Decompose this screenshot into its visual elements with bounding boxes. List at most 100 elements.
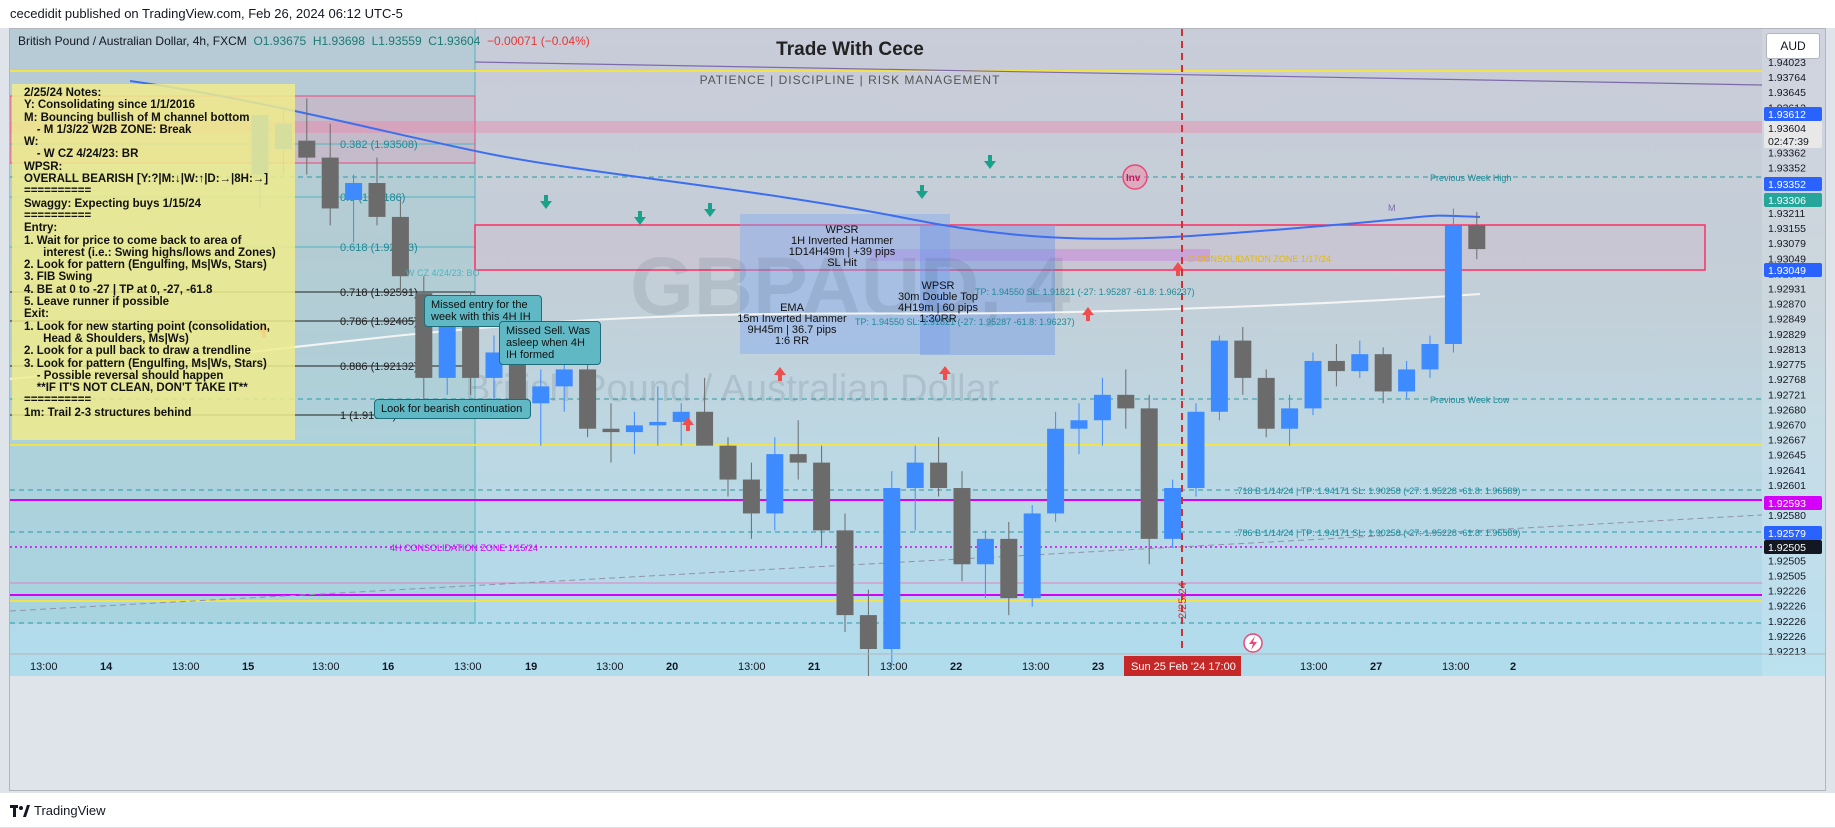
- x-tick-label: 15: [242, 661, 254, 673]
- wpsr1-label: 1H Inverted Hammer: [791, 235, 893, 247]
- price-badge: [1764, 177, 1822, 191]
- callout-missed-entry: Missed entry for the week with this 4H I…: [424, 295, 542, 327]
- candle-body: [1070, 420, 1088, 429]
- wpsr1-label: WPSR: [826, 224, 859, 236]
- candle-body: [532, 386, 550, 404]
- watermark-symbol: GBPAUD, 4: [630, 241, 1071, 332]
- inv-marker-icon: [1122, 164, 1148, 190]
- y-tick-label: 1.92505: [1768, 570, 1806, 582]
- candle-body: [438, 318, 456, 378]
- chart-panel[interactable]: 0.382 (1.93508)0.5 (1.93186)0.618 (1.928…: [9, 28, 1826, 791]
- footer: TradingView: [0, 793, 1835, 827]
- y-tick-label: 1.93764: [1768, 72, 1806, 84]
- y-tick-label: 1.92226: [1768, 631, 1806, 643]
- y-tick-label: 1.92226: [1768, 586, 1806, 598]
- prev-week-high-label: Previous Week High: [1430, 173, 1511, 183]
- x-tick-label: 21: [808, 661, 820, 673]
- candle-body: [508, 352, 526, 404]
- resistance-zone: [10, 121, 1762, 133]
- candle-body: [696, 411, 714, 446]
- note-line: Entry:: [24, 222, 58, 235]
- 4h-zone-label: 4H CONSOLIDATION ZONE 1/15/24: [390, 543, 538, 553]
- x-tick-label: 13:00: [1300, 661, 1328, 673]
- x-tick-label: 13:00: [30, 661, 58, 673]
- price-badge-label: 1.93306: [1768, 195, 1806, 207]
- candle-body: [555, 369, 573, 387]
- note-line: ==========: [24, 185, 92, 198]
- x-tick-label: 2: [1510, 661, 1516, 673]
- wpsr2-label: 1:30RR: [919, 313, 956, 325]
- m-marker-label: M: [1388, 203, 1396, 213]
- ma-line-blue: [129, 80, 1481, 240]
- y-tick-label: 1.93645: [1768, 87, 1806, 99]
- note-line: Head & Shoulders, Ms|Ws): [24, 332, 189, 345]
- wcz-label: W CZ 4/24/23: BO: [406, 268, 480, 278]
- daily-zone-label: D CONSOLIDATION ZONE 1/17/24: [1188, 254, 1331, 264]
- candle-body: [1257, 377, 1275, 429]
- candle-body: [1398, 369, 1416, 392]
- ema-label: 15m Inverted Hammer: [737, 313, 847, 325]
- y-tick-label: 1.93155: [1768, 223, 1806, 235]
- candle-body: [742, 479, 760, 514]
- brand-title: Trade With Cece: [776, 39, 924, 60]
- note-line: ==========: [24, 209, 92, 222]
- note-line: 1m: Trail 2-3 structures behind: [24, 406, 192, 419]
- note-line: 2. Look for a pull back to draw a trendl…: [24, 345, 251, 358]
- y-tick-label: 1.92680: [1768, 404, 1806, 416]
- candle-body: [579, 369, 597, 429]
- price-badge-label: 1.93612: [1768, 109, 1806, 121]
- candle-body: [1210, 340, 1228, 412]
- tp-label-2: .786 B 1/14/24 | TP: 1.94171 SL: 1.90258…: [1235, 528, 1520, 538]
- note-line: - W CZ 4/24/23: BR: [24, 148, 139, 161]
- currency-button[interactable]: AUD: [1766, 33, 1820, 59]
- wpsr2-label: WPSR: [922, 280, 955, 292]
- purple-zone: [870, 249, 1210, 261]
- vertical-date-label: 2/25/24: [1177, 582, 1189, 619]
- buy-arrow-icon: [939, 366, 951, 380]
- candle-body: [298, 140, 316, 158]
- candle-body: [602, 428, 620, 433]
- x-tick-label: 13:00: [738, 661, 766, 673]
- y-tick-label: 1.92505: [1768, 555, 1806, 567]
- x-tick-label: 19: [525, 661, 537, 673]
- trendline: [10, 514, 1763, 612]
- candle-body: [345, 183, 363, 200]
- ema-label: 1:6 RR: [775, 335, 809, 347]
- tradingview-logo-icon: [10, 804, 30, 817]
- symbol-name: British Pound / Australian Dollar, 4h, F…: [18, 34, 247, 48]
- ma-line-purple: [474, 61, 1763, 86]
- price-badge-label: 1.92579: [1768, 528, 1806, 540]
- sell-arrow-icon: [916, 185, 928, 199]
- sell-arrow-icon: [704, 203, 716, 217]
- symbol-legend: British Pound / Australian Dollar, 4h, F…: [18, 34, 590, 48]
- y-tick-label: 1.92721: [1768, 389, 1806, 401]
- candle-body: [719, 445, 737, 480]
- callout-bearish-continuation: Look for bearish continuation: [374, 399, 531, 419]
- x-tick-label: 13:00: [454, 661, 482, 673]
- candle-body: [649, 421, 667, 426]
- note-line: 2. Look for pattern (Engulfing, Ms|Ws, S…: [24, 259, 267, 272]
- sell-arrow-icon: [634, 211, 646, 225]
- note-line: WPSR:: [24, 160, 63, 173]
- candle-body: [1117, 394, 1135, 409]
- x-tick-label: 14: [100, 661, 113, 673]
- price-badge-label: 1.93604: [1768, 123, 1806, 135]
- y-tick-label: 1.92667: [1768, 435, 1806, 447]
- prev-week-low-label: Previous Week Low: [1430, 395, 1510, 405]
- candle-body: [462, 318, 480, 378]
- candle-body: [1234, 340, 1252, 378]
- note-line: 2/25/24 Notes:: [24, 87, 102, 99]
- note-line: 4. BE at 0 to -27 | TP at 0, -27, -61.8: [24, 283, 213, 296]
- x-tick-label: 13:00: [596, 661, 624, 673]
- trade-box-wpsr1: [740, 214, 950, 354]
- y-tick-label: 1.93211: [1768, 208, 1805, 220]
- x-tick-label: 23: [1092, 661, 1104, 673]
- y-tick-label: 1.93362: [1768, 148, 1806, 160]
- wpsr1-label: 1D14H49m | +39 pips: [789, 246, 896, 258]
- candle-body: [368, 183, 386, 217]
- chart-canvas[interactable]: 0.382 (1.93508)0.5 (1.93186)0.618 (1.928…: [10, 29, 1826, 791]
- price-axis[interactable]: [1762, 29, 1826, 791]
- trade-box-wpsr2: [920, 225, 1055, 355]
- price-badge: [1764, 134, 1822, 148]
- price-badge: [1764, 540, 1822, 554]
